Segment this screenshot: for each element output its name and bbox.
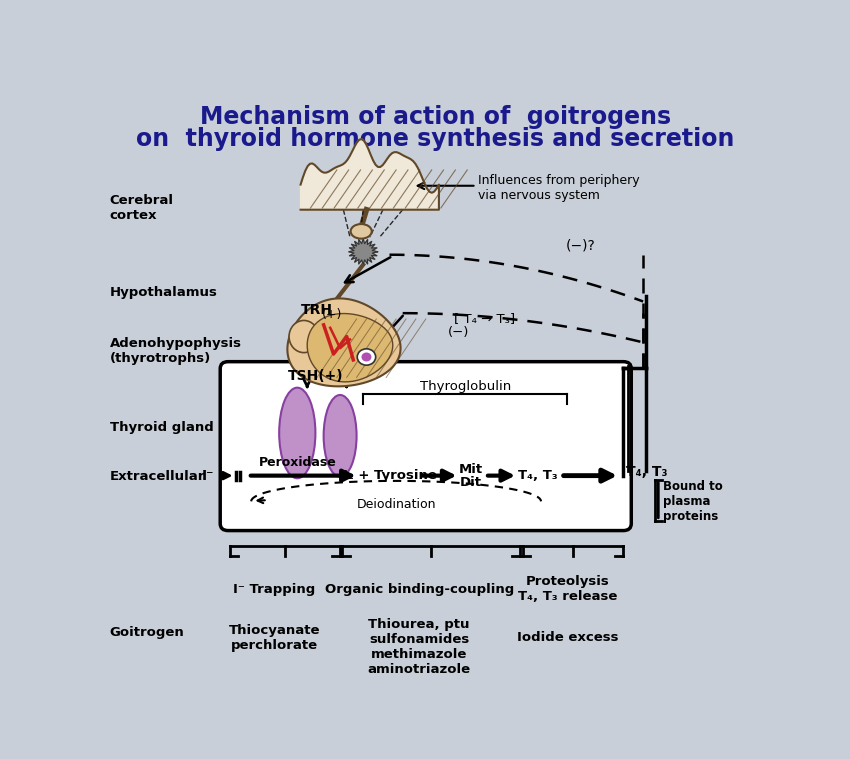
Polygon shape bbox=[287, 298, 400, 386]
Ellipse shape bbox=[357, 349, 376, 365]
Text: I₂ + Tyrosine: I₂ + Tyrosine bbox=[343, 469, 436, 482]
Text: Mechanism of action of  goitrogens: Mechanism of action of goitrogens bbox=[200, 106, 672, 129]
Text: T₄, T₃: T₄, T₃ bbox=[626, 465, 667, 479]
Text: Peroxidase: Peroxidase bbox=[258, 456, 336, 469]
Text: (+): (+) bbox=[322, 308, 343, 321]
Ellipse shape bbox=[324, 395, 357, 477]
Text: Influences from periphery
via nervous system: Influences from periphery via nervous sy… bbox=[479, 174, 640, 201]
Text: Adenohypophysis
(thyrotrophs): Adenohypophysis (thyrotrophs) bbox=[110, 337, 241, 365]
Text: I⁻ Trapping: I⁻ Trapping bbox=[233, 582, 315, 596]
Text: TRH: TRH bbox=[301, 304, 332, 317]
FancyBboxPatch shape bbox=[220, 362, 632, 531]
Text: Thiourea, ptu
sulfonamides
methimazole
aminotriazole: Thiourea, ptu sulfonamides methimazole a… bbox=[367, 619, 471, 676]
Polygon shape bbox=[307, 313, 393, 382]
Polygon shape bbox=[301, 139, 439, 209]
Text: Thyroid gland: Thyroid gland bbox=[110, 420, 213, 433]
Text: TSH(+): TSH(+) bbox=[287, 370, 343, 383]
Text: Proteolysis
T₄, T₃ release: Proteolysis T₄, T₃ release bbox=[518, 575, 617, 603]
Ellipse shape bbox=[289, 320, 319, 353]
Text: Cerebral
cortex: Cerebral cortex bbox=[110, 194, 173, 222]
Ellipse shape bbox=[279, 388, 315, 478]
Text: Iodide excess: Iodide excess bbox=[517, 631, 618, 644]
Ellipse shape bbox=[362, 353, 371, 361]
Text: Deiodination: Deiodination bbox=[356, 498, 436, 511]
Text: Goitrogen: Goitrogen bbox=[110, 626, 184, 639]
Polygon shape bbox=[348, 239, 377, 265]
Text: Organic binding-coupling: Organic binding-coupling bbox=[325, 582, 513, 596]
Text: I⁻: I⁻ bbox=[202, 468, 214, 483]
Text: Bound to
plasma
proteins: Bound to plasma proteins bbox=[663, 480, 722, 523]
Ellipse shape bbox=[351, 224, 371, 238]
Text: Thiocyanate
perchlorate: Thiocyanate perchlorate bbox=[229, 624, 320, 651]
Text: Thyroglobulin: Thyroglobulin bbox=[420, 380, 511, 393]
Text: Extracellular: Extracellular bbox=[110, 471, 205, 483]
Text: T₄, T₃: T₄, T₃ bbox=[518, 469, 558, 482]
Text: Hypothalamus: Hypothalamus bbox=[110, 286, 218, 299]
Text: (−): (−) bbox=[448, 326, 469, 339]
Text: Mit: Mit bbox=[458, 463, 483, 476]
Text: [ T₄ → T₃]: [ T₄ → T₃] bbox=[455, 313, 516, 326]
Text: on  thyroid hormone synthesis and secretion: on thyroid hormone synthesis and secreti… bbox=[137, 127, 734, 151]
Text: Dit: Dit bbox=[460, 476, 482, 489]
Text: (−)?: (−)? bbox=[565, 239, 595, 253]
